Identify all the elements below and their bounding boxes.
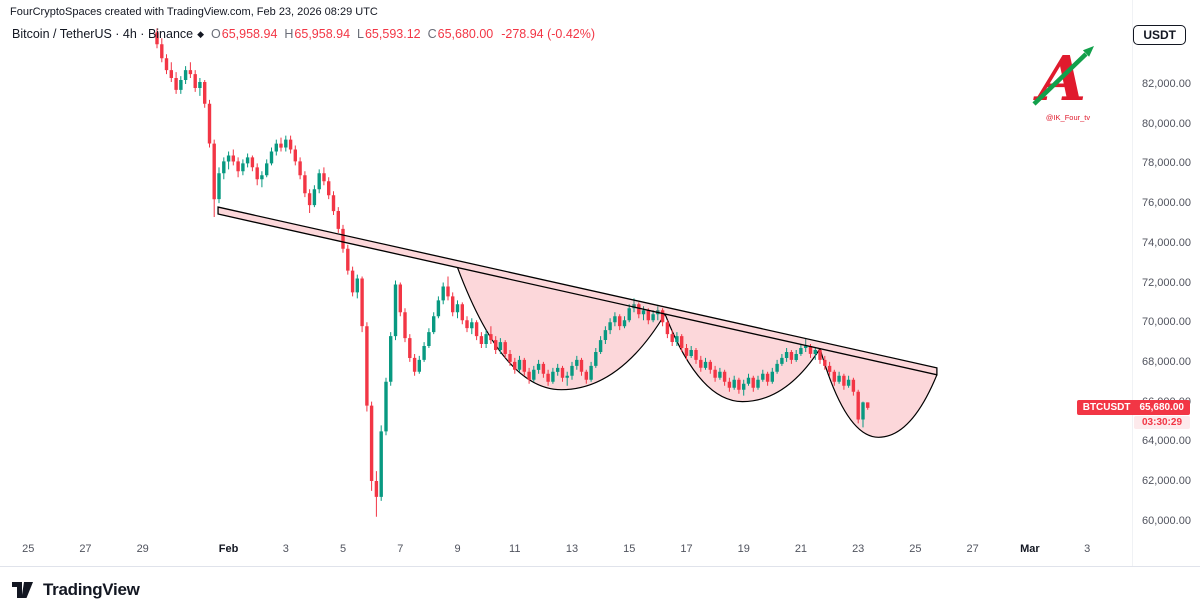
cup-pattern-outline xyxy=(819,348,938,438)
price-axis[interactable]: 82,000.00 80,000.00 78,000.00 76,000.00 74,0… xyxy=(1132,0,1200,566)
price-tick-label: 82,000.00 xyxy=(1142,78,1191,90)
time-tick-label: 17 xyxy=(680,543,693,555)
tradingview-logo-icon[interactable] xyxy=(10,577,36,603)
time-axis[interactable]: 25 27 29 Feb 3 5 7 9 11 13 15 17 19 21 23 25 27 Mar 3 xyxy=(0,538,1132,564)
time-tick-label: 25 xyxy=(909,543,922,555)
ohlc-open-label: O xyxy=(211,27,221,41)
down-candle-bodies xyxy=(155,32,870,497)
creation-watermark: FourCryptoSpaces created with TradingVie… xyxy=(10,6,378,18)
price-tick-label: 62,000.00 xyxy=(1142,475,1191,487)
time-tick-label: 15 xyxy=(623,543,636,555)
time-tick-label: 11 xyxy=(509,543,521,555)
time-tick-label: 3 xyxy=(282,543,289,555)
symbol-title[interactable]: Bitcoin / TetherUS · 4h · Binance xyxy=(12,27,194,41)
cup-pattern-outline xyxy=(664,313,821,403)
time-tick-label: 7 xyxy=(397,543,404,555)
time-tick-label: 19 xyxy=(737,543,750,555)
bar-countdown: 03:30:29 xyxy=(1134,415,1190,429)
tradingview-wordmark[interactable]: TradingView xyxy=(43,580,140,599)
price-tick-label: 70,000.00 xyxy=(1142,316,1191,329)
time-tick-label: 3 xyxy=(1084,543,1091,555)
ohlc-high-value: 65,958.94 xyxy=(294,27,351,41)
time-tick-label: 21 xyxy=(794,543,808,555)
cup-pattern-outline xyxy=(456,267,666,391)
ohlc-open-value: 65,958.94 xyxy=(221,27,278,41)
ohlc-high-label: H xyxy=(284,27,294,41)
time-tick-label: 25 xyxy=(22,543,35,555)
price-tick-label: 72,000.00 xyxy=(1142,276,1191,289)
currency-toggle-button[interactable]: USDT xyxy=(1133,25,1186,45)
time-tick-label: 13 xyxy=(565,543,579,555)
ohlc-change: -278.94 (-0.42%) xyxy=(501,27,596,41)
time-tick-label: 29 xyxy=(136,543,149,555)
badge-price: 65,680.00 xyxy=(1139,401,1185,413)
time-tick-label: Feb xyxy=(218,543,239,555)
price-tick-label: 78,000.00 xyxy=(1142,157,1191,170)
time-tick-label: 5 xyxy=(339,543,347,555)
chart-legend: Bitcoin / TetherUS · 4h · Binance ◆ O 65,… xyxy=(12,27,595,41)
ohlc-low-label: L xyxy=(357,27,364,41)
cup-pattern-annotation[interactable] xyxy=(820,348,937,438)
ohlc-close-label: C xyxy=(427,27,437,41)
last-price-badge: BTCUSDT 65,680.00 xyxy=(1076,399,1190,415)
time-tick-label: 23 xyxy=(852,543,865,555)
footer: TradingView xyxy=(0,566,1200,613)
price-tick-label: 68,000.00 xyxy=(1142,355,1191,368)
price-tick-label: 74,000.00 xyxy=(1142,236,1191,249)
ohlc-low-value: 65,593.12 xyxy=(364,27,421,41)
channel-logo: A @IK_Four_tv xyxy=(1028,40,1100,124)
badge-symbol: BTCUSDT xyxy=(1082,401,1131,413)
descending-trendline[interactable] xyxy=(217,206,938,376)
time-tick-label: 27 xyxy=(79,543,92,555)
time-tick-label: 27 xyxy=(966,543,979,555)
candlestick-chart[interactable] xyxy=(0,0,1132,566)
price-tick-label: 60,000.00 xyxy=(1142,514,1191,527)
green-arrow-icon xyxy=(1032,52,1088,106)
channel-handle: @IK_Four_tv xyxy=(1046,113,1091,122)
time-tick-label: Mar xyxy=(1020,543,1040,555)
ohlc-close-value: 65,680.00 xyxy=(437,27,494,41)
price-tick-label: 76,000.00 xyxy=(1142,197,1191,210)
time-tick-label: 9 xyxy=(454,543,461,555)
green-arrowhead-icon xyxy=(1082,46,1094,57)
binance-logo-icon: ◆ xyxy=(197,28,205,39)
price-tick-label: 80,000.00 xyxy=(1142,117,1191,130)
price-tick-label: 64,000.00 xyxy=(1142,435,1191,448)
cup-pattern-annotation[interactable] xyxy=(665,314,820,402)
